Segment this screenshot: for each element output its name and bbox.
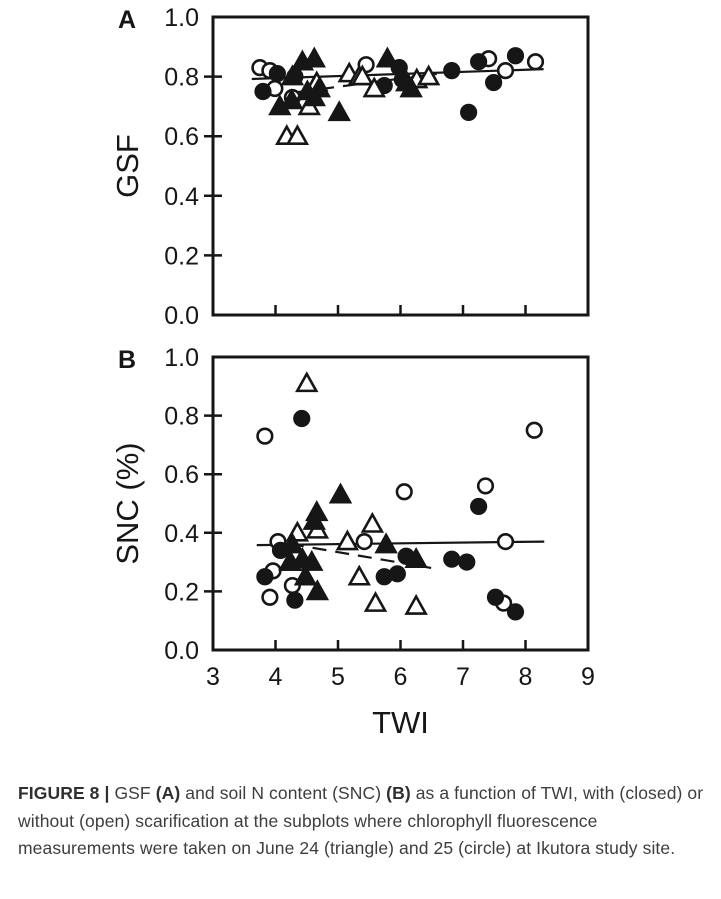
closed-triangle-marker [404, 547, 428, 568]
x-tick-label: 5 [331, 663, 345, 691]
closed-circle-marker [443, 550, 461, 568]
x-tick-label: 4 [269, 663, 283, 691]
closed-triangle-marker [375, 46, 400, 68]
closed-circle-marker [293, 409, 311, 428]
open-circle-marker [526, 53, 545, 71]
closed-triangle-marker [399, 76, 423, 98]
closed-triangle-marker [293, 564, 318, 586]
closed-triangle-marker [374, 532, 398, 554]
closed-circle-marker [470, 53, 488, 71]
closed-triangle-marker [280, 64, 305, 86]
scatter-plots-svg: 0.0 0.2 0.4 0.6 0.8 1.0 A GSF 0.0 0.2 0.4 0.6 0.8 1.0… [110, 4, 595, 740]
closed-circle-marker [254, 82, 272, 101]
y-tick-label: 1.0 [164, 4, 199, 32]
y-axis-title-a: GSF [110, 134, 145, 198]
open-triangle-marker [404, 593, 428, 615]
caption-text-1: GSF [114, 783, 156, 803]
open-circle-marker [355, 532, 373, 551]
open-circle-marker [525, 421, 543, 439]
closed-triangle-series [278, 482, 428, 601]
figure-caption: FIGURE 8 | GSF (A) and soil N content (S… [18, 780, 704, 863]
caption-panel-a-ref: (A) [155, 783, 181, 803]
y-tick-label: 0.8 [164, 403, 199, 431]
y-tick-label: 0.4 [164, 520, 199, 548]
closed-circle-marker [506, 47, 525, 65]
open-circle-marker [476, 477, 495, 495]
y-tick-label: 0.2 [164, 242, 199, 270]
closed-triangle-marker [302, 46, 326, 68]
open-triangle-marker [285, 124, 310, 145]
closed-triangle-marker [305, 500, 329, 522]
x-tick-label: 7 [456, 663, 470, 691]
x-tick-label: 6 [394, 663, 408, 691]
closed-circle-marker [506, 603, 525, 621]
open-circle-marker [496, 62, 515, 80]
closed-triangle-marker [280, 532, 305, 554]
open-triangle-marker [360, 511, 385, 533]
closed-circle-marker [388, 565, 406, 583]
figure-8-chart-area: 0.0 0.2 0.4 0.6 0.8 1.0 A GSF 0.0 0.2 0.4 0.6 0.8 1.0… [110, 4, 595, 740]
closed-circle-marker [485, 73, 503, 92]
closed-circle-marker [256, 568, 274, 586]
y-tick-label: 0.0 [164, 637, 199, 665]
closed-circle-marker [486, 588, 505, 606]
closed-circle-marker [460, 103, 478, 121]
closed-circle-marker [268, 65, 286, 83]
x-tick-label: 3 [206, 663, 220, 691]
open-triangle-marker [416, 64, 441, 86]
open-triangle-marker [362, 76, 386, 98]
caption-panel-b-ref: (B) [386, 783, 411, 803]
open-triangle-marker [350, 64, 375, 86]
plot-frame-b [211, 355, 590, 652]
open-triangle-marker [347, 564, 371, 586]
open-triangle-marker [363, 590, 388, 612]
caption-text-3: as a function of TWI, with (closed) or w… [18, 783, 704, 858]
y-tick-label: 0.0 [164, 302, 199, 330]
open-circle-marker [496, 532, 515, 551]
x-tick-label: 8 [519, 663, 533, 691]
y-tick-label: 0.2 [164, 578, 199, 606]
caption-text-2: and soil N content (SNC) [180, 783, 387, 803]
open-triangle-marker [335, 529, 360, 551]
y-tick-label: 0.8 [164, 64, 199, 92]
closed-circle-marker [286, 591, 304, 609]
y-tick-label: 0.6 [164, 123, 199, 151]
open-circle-marker [395, 483, 413, 501]
closed-triangle-marker [300, 549, 324, 571]
closed-circle-marker [458, 553, 476, 571]
open-circle-marker [261, 588, 279, 606]
closed-triangle-marker [307, 76, 331, 98]
caption-figure-label: FIGURE 8 | [18, 783, 115, 803]
panel-letter-b: B [118, 346, 136, 374]
closed-triangle-series [268, 46, 423, 122]
closed-triangle-marker [305, 579, 330, 601]
open-circle-marker [256, 427, 274, 445]
solid-regression-line-b [256, 540, 545, 547]
closed-triangle-marker [328, 482, 353, 504]
y-tick-label: 0.4 [164, 183, 199, 211]
closed-circle-marker [470, 497, 488, 516]
y-tick-label: 0.6 [164, 461, 199, 489]
open-triangle-marker [295, 371, 319, 393]
y-tick-label: 1.0 [164, 344, 199, 372]
x-tick-label: 9 [581, 663, 595, 691]
closed-circle-marker [443, 62, 461, 80]
y-axis-title-b: SNC (%) [110, 442, 145, 564]
closed-triangle-marker [327, 100, 351, 122]
x-axis-title: TWI [372, 705, 429, 740]
panel-letter-a: A [118, 6, 136, 34]
